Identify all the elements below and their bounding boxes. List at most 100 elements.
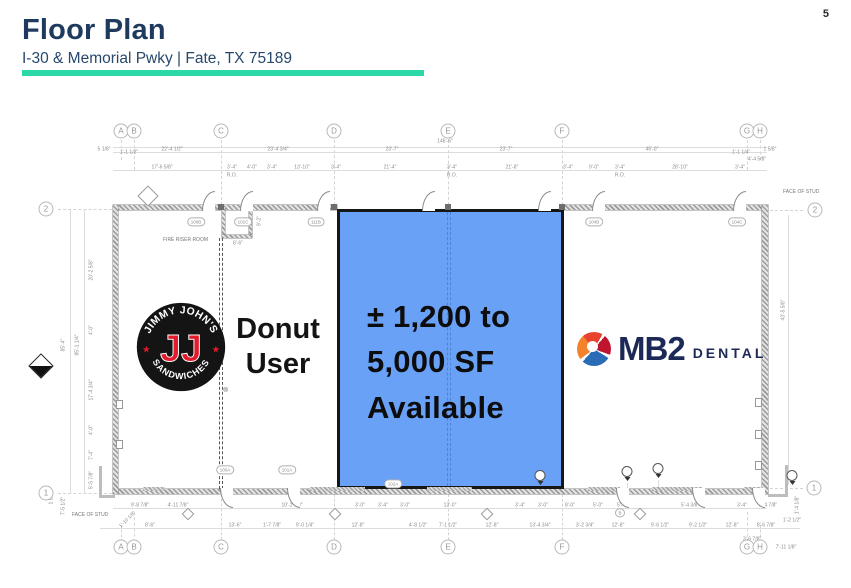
storefront-mullion <box>310 487 365 491</box>
dimension-line <box>84 209 85 493</box>
dimension-label: 5'-5 7/8" <box>88 470 95 490</box>
dimension-label: 12'-0" <box>443 502 457 509</box>
dimension-line <box>788 215 789 485</box>
corner-step <box>768 494 788 497</box>
dimension-label: 8'-0" <box>565 502 575 509</box>
door-swing <box>422 191 435 211</box>
wall-pilaster <box>116 440 123 449</box>
grid-line <box>134 140 135 170</box>
storefront-mullion <box>588 487 620 491</box>
dimension-label: 12'-8" <box>725 522 739 529</box>
dimension-line <box>113 170 767 171</box>
dimension-line <box>70 209 71 493</box>
donut-user-line2: User <box>245 347 311 380</box>
dimension-label: 3'-2 3/4" <box>575 522 595 529</box>
door-swing <box>317 191 330 211</box>
dimension-label: 3'-4" <box>227 164 237 171</box>
grid-line <box>760 525 761 542</box>
dimension-label: 12'-8" <box>351 522 365 529</box>
dimension-label: 9'-0 1/4" <box>295 522 315 529</box>
wall-bottom <box>113 489 767 494</box>
keynote-circle <box>786 470 798 481</box>
dimension-label: 17'-4 3/4" <box>88 379 95 401</box>
dimension-label: 5'-0" <box>593 502 603 509</box>
door-tag: 101A <box>278 465 296 475</box>
dimension-label: 8'-6 7/8" <box>756 522 776 529</box>
wall-pilaster <box>755 461 762 470</box>
grid-line <box>448 140 449 205</box>
keynote-circle <box>534 470 546 481</box>
availability-line2: 5,000 SF <box>367 344 495 380</box>
dimension-label: 21'-8" <box>505 164 519 171</box>
dimension-label: 21'-4" <box>383 164 397 171</box>
wall-pilaster <box>755 398 762 407</box>
availability-line1: ± 1,200 to <box>367 299 511 334</box>
dimension-label: 43'-5 5/8" <box>780 299 787 321</box>
mb2-name: MB2 <box>618 330 686 367</box>
grid-line <box>221 494 222 540</box>
wall-pilaster <box>116 400 123 409</box>
dimension-label: 8'-6" <box>233 240 243 247</box>
donut-user-line1: Donut <box>236 313 320 345</box>
dimension-label: 4'-0" <box>88 425 95 435</box>
door-tag: 101C <box>234 217 252 227</box>
page-subtitle: I-30 & Memorial Pwky | Fate, TX 75189 <box>22 50 292 67</box>
dimension-label: 13'-10" <box>294 164 310 171</box>
detail-marker <box>181 507 195 521</box>
dimension-label: 4'-11 7/8" <box>167 502 189 509</box>
door-swing <box>538 191 551 211</box>
dimension-label: 22'-4 1/2" <box>161 146 183 153</box>
availability-line3: Available <box>367 389 504 425</box>
wall-top-left <box>113 205 337 210</box>
dimension-label: 5 1/8" <box>97 146 111 153</box>
dimension-label: 1'-7 7/8" <box>262 522 282 529</box>
storefront-mullion <box>143 487 165 491</box>
dimension-label: 9'-8 7/8" <box>130 502 150 509</box>
dimension-label: 5'-4 3/8" <box>680 502 700 509</box>
grid-marker-f: F <box>554 123 570 139</box>
registered-mark: ® <box>223 386 228 394</box>
dimension-label: 13'-4 3/4" <box>529 522 551 529</box>
door-tag: B <box>614 508 626 518</box>
dimension-label: 4'-0" <box>88 325 95 335</box>
row-marker-1: 1 <box>806 480 822 496</box>
grid-line <box>770 210 803 211</box>
wall-pilaster <box>755 430 762 439</box>
dimension-label: R.O. <box>226 172 238 179</box>
storefront-mullion <box>652 487 702 491</box>
dimension-label: 8'-6" <box>145 522 155 529</box>
grid-marker-b: B <box>126 539 142 555</box>
storefront-mullion <box>427 487 472 491</box>
dimension-label: 3'-4" <box>331 164 341 171</box>
grid-marker-d: D <box>326 539 342 555</box>
star-icon: ★ <box>212 344 220 355</box>
door-swing <box>592 191 605 211</box>
dimension-label: 12'-8" <box>485 522 499 529</box>
dimension-label: 17'-6 5/8" <box>151 164 173 171</box>
dimension-label: 9'-4 7/8" <box>758 502 778 509</box>
detail-marker <box>137 185 159 207</box>
dimension-label: 1'-4 1/8" <box>794 495 801 515</box>
grid-line <box>562 494 563 540</box>
dimension-label: 3'-4" <box>515 502 525 509</box>
wall-top-right <box>564 205 767 210</box>
dimension-label: R.O. <box>446 172 458 179</box>
door-swing <box>240 191 253 211</box>
fire-riser-room-wall <box>222 235 252 238</box>
grid-marker-c: C <box>213 123 229 139</box>
dimension-label: 12'-8" <box>611 522 625 529</box>
dimension-label: 10'-1 7/8" <box>281 502 303 509</box>
detail-marker <box>328 507 342 521</box>
grid-marker-e: E <box>440 539 456 555</box>
dimension-label: 85'-1 1/4" <box>74 334 81 356</box>
grid-marker-h: H <box>752 123 768 139</box>
mb2-suffix: DENTAL <box>692 344 767 361</box>
keynote-circle <box>621 466 633 477</box>
jimmy-johns-monogram: JJ <box>160 327 202 369</box>
row-marker-2: 2 <box>38 201 54 217</box>
dimension-label: 85'-4" <box>60 338 67 352</box>
dimension-label: 3'-0" <box>355 502 365 509</box>
dimension-label: 23'-7" <box>385 146 399 153</box>
corner-step <box>99 466 102 498</box>
donut-user-label: Donut User <box>222 312 334 382</box>
